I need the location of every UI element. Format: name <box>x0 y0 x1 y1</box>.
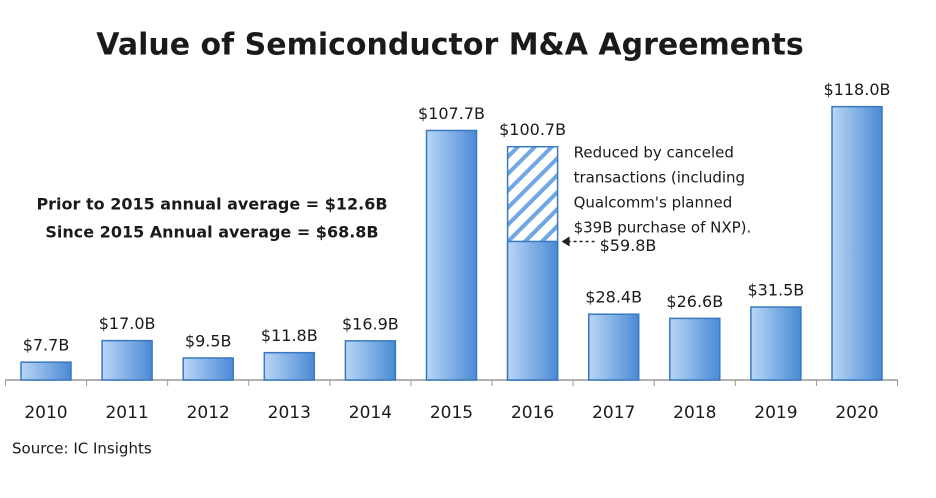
value-label: $107.7B <box>418 104 485 123</box>
bar <box>344 340 397 381</box>
value-label: $28.4B <box>585 288 642 307</box>
x-tick-label: 2017 <box>592 403 635 423</box>
x-tick-label: 2016 <box>511 403 554 423</box>
chart-title: Value of Semiconductor M&A Agreements <box>96 28 803 63</box>
value-label: $11.8B <box>261 326 318 345</box>
source: Source: IC Insights <box>12 440 152 458</box>
value-label: $118.0B <box>824 80 891 99</box>
x-tick-label: 2020 <box>835 403 878 423</box>
x-tick-label: 2012 <box>187 403 230 423</box>
annotation: Since 2015 Annual average = $68.8B <box>45 223 378 242</box>
x-tick-label: 2019 <box>754 403 797 423</box>
annotation: Prior to 2015 annual average = $12.6B <box>36 195 387 214</box>
arrow-head <box>561 236 570 247</box>
bar <box>669 317 721 381</box>
value-label: $7.7B <box>23 336 70 355</box>
value-label: $9.5B <box>185 331 232 350</box>
bar <box>587 313 640 381</box>
value-label: $100.7B <box>499 120 566 139</box>
x-tick-label: 2011 <box>105 403 148 423</box>
x-tick-label: 2014 <box>349 403 392 423</box>
value-label: $26.6B <box>666 292 723 311</box>
bar <box>750 306 802 381</box>
reduced-label: $59.8B <box>600 236 657 255</box>
bar <box>425 129 478 381</box>
reduced-note: Qualcomm's planned <box>574 194 733 212</box>
value-label: $17.0B <box>99 314 156 333</box>
bar <box>182 357 234 381</box>
bar <box>101 339 153 381</box>
reduced-note: transactions (including <box>574 169 745 187</box>
x-tick-label: 2013 <box>268 403 311 423</box>
x-tick-label: 2015 <box>430 403 473 423</box>
bar <box>831 105 883 381</box>
bar <box>263 351 316 381</box>
value-label: $31.5B <box>748 281 805 300</box>
reduced-note: $39B purchase of NXP). <box>574 219 752 237</box>
value-label: $16.9B <box>342 314 399 333</box>
reduced-note: Reduced by canceled <box>574 144 734 162</box>
reduced-bar <box>506 240 559 381</box>
x-tick-label: 2010 <box>24 403 67 423</box>
bar <box>20 361 72 381</box>
x-tick-label: 2018 <box>673 403 716 423</box>
